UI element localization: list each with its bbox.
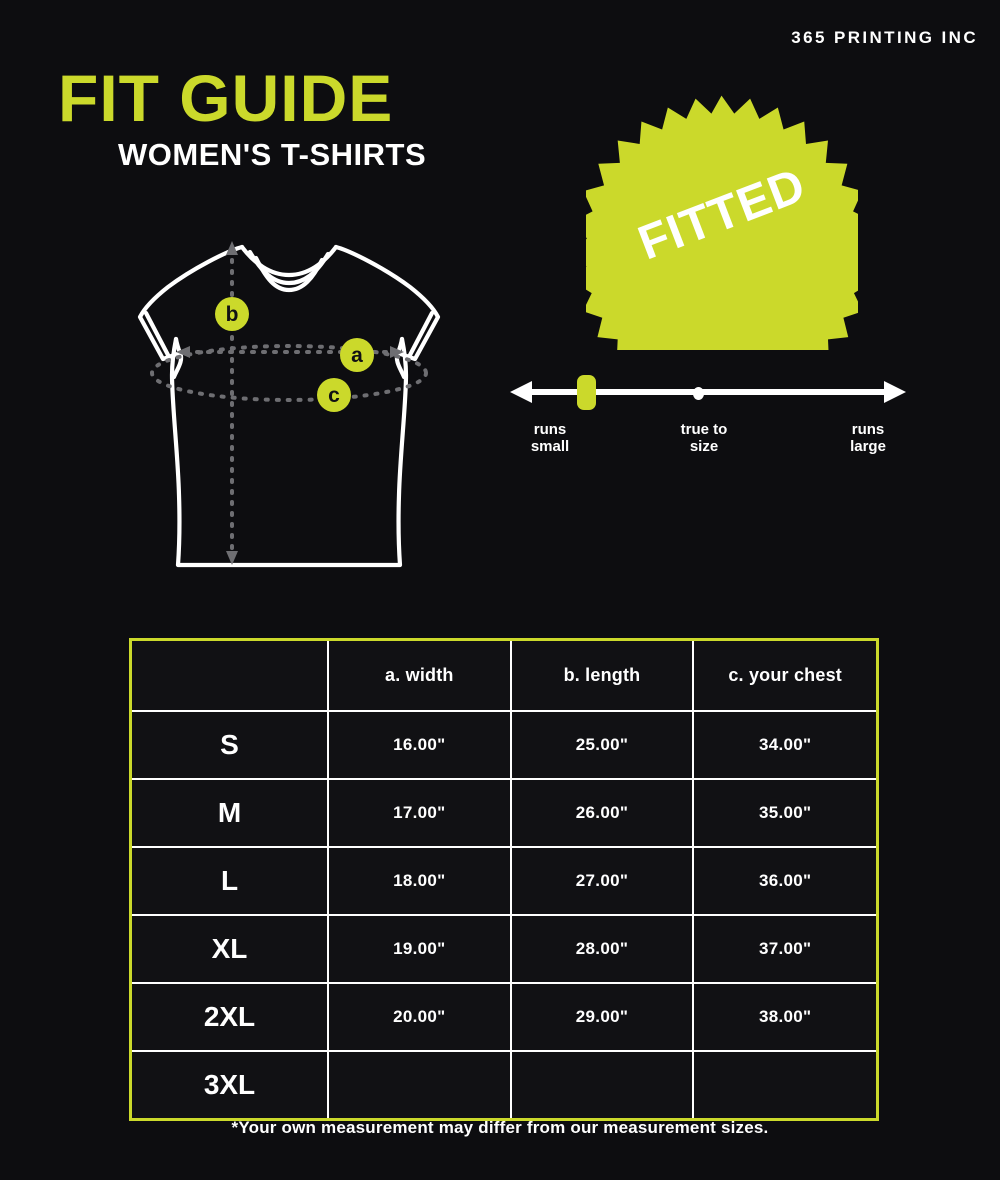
cell-chest: 38.00" [692,982,876,1052]
footnote: *Your own measurement may differ from ou… [231,1118,769,1137]
cell-length: 29.00" [509,982,695,1052]
page-title: FIT GUIDE [58,61,394,135]
chest-measure-ellipse [150,344,428,402]
fitted-badge: FITTED [586,78,858,350]
cell-size: 3XL [132,1050,329,1118]
true-to-size-dot [693,387,704,400]
table-header-row: a. width b. length c. your chest [132,641,876,712]
cell-width: 16.00" [327,710,512,780]
cell-length [509,1050,695,1118]
table-row: 2XL 20.00" 29.00" 38.00" [132,982,876,1052]
cell-size: 2XL [132,982,329,1052]
cell-width: 19.00" [327,914,512,984]
column-header-width: a. width [327,641,512,712]
table-row: XL 19.00" 28.00" 37.00" [132,914,876,984]
column-header-length: b. length [509,641,695,712]
cell-width [327,1050,512,1118]
cell-length: 25.00" [509,710,695,780]
table-row: 3XL [132,1050,876,1118]
cell-size: XL [132,914,329,984]
size-chart-table: a. width b. length c. your chest S 16.00… [129,638,879,1121]
scale-label-runs-large: runs large [850,421,886,455]
cell-chest: 34.00" [692,710,876,780]
cell-size: S [132,710,329,780]
fit-scale-labels: runs small true to size runs large [508,421,908,468]
cell-chest: 36.00" [692,846,876,916]
cell-chest: 37.00" [692,914,876,984]
marker-a: a [340,338,374,372]
scale-axis-icon [510,381,906,403]
scale-label-runs-small: runs small [530,421,570,455]
table-body: S 16.00" 25.00" 34.00" M 17.00" 26.00" 3… [132,710,876,1118]
marker-b: b [215,297,249,331]
title-block: FIT GUIDE WOMEN'S T-SHIRTS [58,61,427,173]
cell-size: L [132,846,329,916]
cell-length: 27.00" [509,846,695,916]
cell-chest: 35.00" [692,778,876,848]
cell-length: 28.00" [509,914,695,984]
brand-name: 365 PRINTING INC [791,28,978,47]
fit-scale-marker [577,375,596,410]
cell-size: M [132,778,329,848]
page-subtitle: WOMEN'S T-SHIRTS [118,136,427,172]
width-measure-arrow [176,346,404,358]
marker-c: c [317,378,351,412]
cell-width: 17.00" [327,778,512,848]
cell-width: 18.00" [327,846,512,916]
table-row: L 18.00" 27.00" 36.00" [132,846,876,916]
tshirt-outline [137,244,441,568]
starburst-icon [586,95,858,350]
column-header-size [132,641,329,712]
cell-chest [692,1050,876,1118]
column-header-chest: c. your chest [692,641,876,712]
scale-label-true-to-size: true to size [680,421,728,455]
length-measure-arrow [226,241,238,565]
tshirt-diagram: b a c [132,225,462,585]
table-row: M 17.00" 26.00" 35.00" [132,778,876,848]
cell-width: 20.00" [327,982,512,1052]
fit-scale: runs small true to size runs large [508,372,908,472]
table-row: S 16.00" 25.00" 34.00" [132,710,876,780]
cell-length: 26.00" [509,778,695,848]
